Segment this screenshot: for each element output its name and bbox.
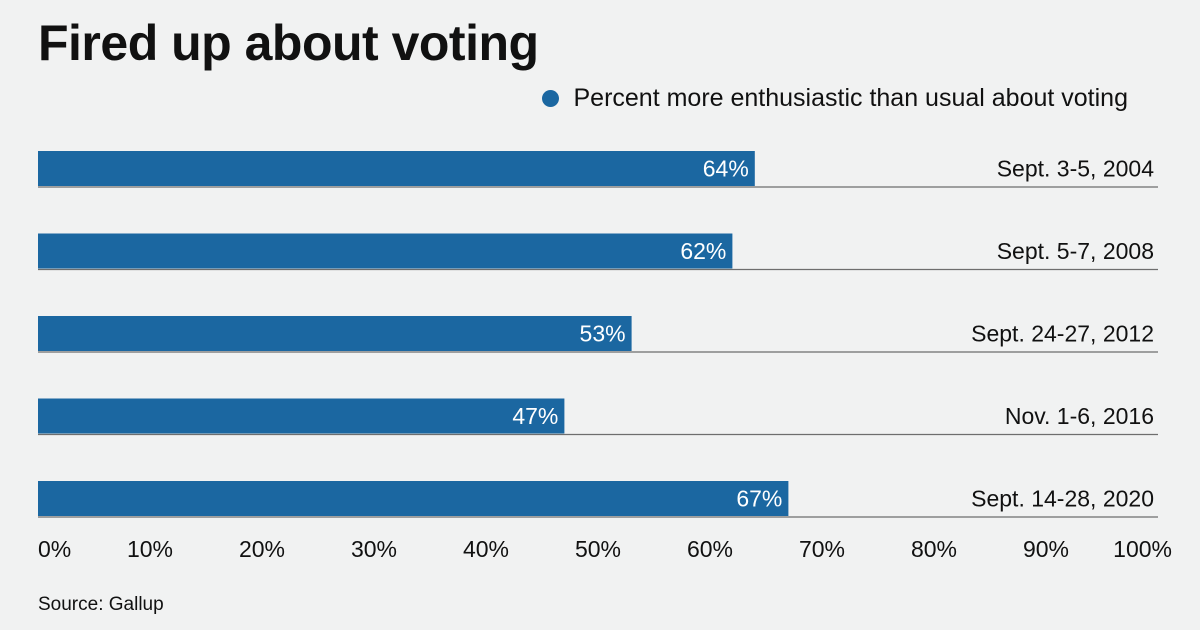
category-label-1: Sept. 3-5, 2004 [997,156,1154,182]
x-tick-label-7: 70% [799,536,845,562]
x-tick-label-1: 10% [127,536,173,562]
category-label-3: Sept. 24-27, 2012 [971,321,1154,347]
x-tick-label-0: 0% [38,536,71,562]
bar-value-label-2: 62% [680,238,726,264]
bar-value-label-5: 67% [736,486,782,512]
x-tick-label-5: 50% [575,536,621,562]
bar-3 [38,316,632,351]
bar-value-label-1: 64% [703,156,749,182]
chart-title: Fired up about voting [38,15,539,71]
x-tick-label-10: 100% [1113,536,1172,562]
x-tick-label-6: 60% [687,536,733,562]
category-label-2: Sept. 5-7, 2008 [997,238,1154,264]
bar-4 [38,398,565,434]
legend: Percent more enthusiastic than usual abo… [542,84,1128,113]
x-tick-label-2: 20% [239,536,285,562]
bar-5 [38,481,789,516]
x-tick-label-9: 90% [1023,536,1069,562]
legend-label: Percent more enthusiastic than usual abo… [573,84,1128,112]
bar-value-label-4: 47% [512,403,558,429]
category-label-4: Nov. 1-6, 2016 [1005,403,1154,429]
bar-value-label-3: 53% [580,321,626,347]
x-tick-label-4: 40% [463,536,509,562]
x-tick-label-8: 80% [911,536,957,562]
legend-dot-icon [542,90,560,107]
bar-2 [38,233,733,269]
x-tick-label-3: 30% [351,536,397,562]
category-label-5: Sept. 14-28, 2020 [971,486,1154,512]
bar-1 [38,151,755,186]
source-note: Source: Gallup [38,594,164,615]
